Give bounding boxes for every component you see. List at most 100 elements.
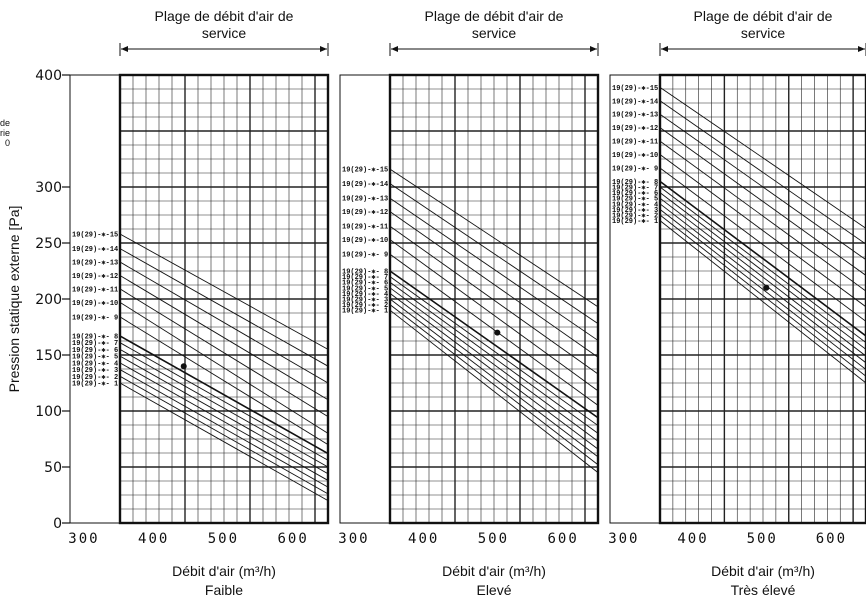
fan-curve [389, 293, 599, 450]
fan-curve [659, 127, 866, 276]
fan-curve-label: 19(29)-✱-15 [72, 232, 118, 240]
fan-mode-label: Elevé [476, 582, 511, 598]
y-tick-label: 100 [35, 404, 62, 420]
x-tick-label: 300 [68, 531, 99, 547]
fan-curve [119, 369, 329, 488]
fan-curve [119, 375, 329, 495]
fan-curve [389, 309, 599, 473]
fan-curve-label: 19(29)-✱-15 [342, 167, 388, 175]
fan-curve-label: 19(29)-✱-11 [342, 224, 388, 232]
x-tick-label: 300 [338, 531, 369, 547]
chart-panel-1: 19(29)-✱- 119(29)-✱- 219(29)-✱- 319(29)-… [68, 8, 330, 598]
fan-curve-label: 19(29)-✱-12 [72, 273, 118, 281]
fan-curve-label: 19(29)-✱- 9 [342, 252, 388, 260]
fan-curve [659, 100, 866, 245]
fan-curve-label: 19(29)-✱- 7 [342, 274, 388, 282]
fan-curve [389, 276, 599, 426]
fan-curve-label: 19(29)-✱- 4 [72, 360, 118, 368]
fan-curve-label: 19(29)-✱- 9 [72, 314, 118, 322]
fan-curve-label: 19(29)-✱- 4 [612, 201, 658, 209]
fan-curve [659, 86, 866, 229]
fan-curve-label: 19(29)-✱- 1 [342, 308, 388, 316]
fan-curve-label: 19(29)-✱- 1 [72, 381, 118, 389]
fan-curve-label: 19(29)-✱-11 [72, 286, 118, 294]
y-tick-label: 250 [35, 236, 62, 252]
x-tick-label: 400 [138, 531, 169, 547]
fan-curve-label: 19(29)-✱- 8 [72, 333, 118, 341]
fan-curve-label: 19(29)-✱-12 [342, 209, 388, 217]
fan-curve [119, 355, 329, 475]
fan-curve-label: 19(29)-✱- 5 [612, 196, 658, 204]
fan-curve [389, 239, 599, 392]
fan-curve [659, 167, 866, 322]
y-axis-label: Pression statique externe [Pa] [6, 206, 22, 393]
fan-mode-label: Faible [205, 582, 243, 598]
y-tick-label: 150 [35, 348, 62, 364]
fan-curve [389, 211, 599, 358]
fan-curve-label: 19(29)-✱- 3 [612, 207, 658, 215]
operating-point [180, 363, 187, 370]
fan-curve [119, 342, 329, 461]
fan-curve-label: 19(29)-✱- 3 [72, 367, 118, 375]
fan-curve [119, 275, 329, 401]
fan-curve [389, 281, 599, 434]
x-tick-label: 500 [208, 531, 239, 547]
fan-curve-label: 19(29)-✱- 1 [612, 218, 658, 226]
fan-curve-label: 19(29)-✱-11 [612, 139, 658, 147]
fan-curve-label: 19(29)-✱-10 [72, 300, 118, 308]
panel-title-line2: service [202, 25, 247, 41]
fan-curve [119, 248, 329, 367]
fan-curve-label: 19(29)-✱-15 [612, 85, 658, 93]
range-arrow-head-right [320, 46, 327, 52]
fan-curve-label: 19(29)-✱-13 [72, 260, 118, 268]
y-tick-label: 0 [53, 516, 62, 532]
fan-curve-label: 19(29)-✱-13 [612, 112, 658, 120]
fan-curve [389, 183, 599, 325]
x-axis-label: Débit d'air (m³/h) [172, 563, 276, 579]
operating-point [763, 284, 770, 291]
fan-curve-label: 19(29)-✱- 7 [72, 340, 118, 348]
fan-curve [659, 192, 866, 350]
panel-title-line1: Plage de débit d'air de [155, 8, 294, 24]
fan-curve-label: 19(29)-✱- 7 [612, 185, 658, 193]
fan-curve-label: 19(29)-✱- 2 [72, 374, 118, 382]
fan-curve-label: 19(29)-✱- 8 [342, 269, 388, 277]
fan-curve [659, 154, 866, 308]
fan-curve-label: 19(29)-✱-10 [612, 152, 658, 160]
x-tick-label: 500 [747, 531, 778, 547]
x-tick-label: 600 [547, 531, 578, 547]
side-note-line: 0 [5, 138, 10, 148]
fan-curve [659, 203, 866, 364]
fan-mode-label: Très élevé [731, 582, 796, 598]
fan-curve [119, 261, 329, 384]
y-tick-label: 300 [35, 180, 62, 196]
fan-curve [659, 186, 866, 344]
fan-curve [119, 382, 329, 501]
fan-curve-label: 19(29)-✱- 2 [612, 213, 658, 221]
fan-curve [659, 214, 866, 377]
fan-curve [389, 287, 599, 442]
y-tick-label: 200 [35, 292, 62, 308]
fan-curve-label: 19(29)-✱-13 [342, 196, 388, 204]
x-tick-label: 300 [608, 531, 639, 547]
range-arrow-head-right [858, 46, 865, 52]
fan-curve-label: 19(29)-✱- 8 [612, 179, 658, 187]
fan-curve-label: 19(29)-✱-10 [342, 237, 388, 245]
fan-curve-label: 19(29)-✱- 6 [72, 347, 118, 355]
fan-curve-label: 19(29)-✱-12 [612, 125, 658, 133]
fan-curve [389, 225, 599, 375]
fan-curve-label: 19(29)-✱- 9 [612, 165, 658, 173]
fan-curve-label: 19(29)-✱-14 [612, 98, 658, 106]
range-arrow-head-right [590, 46, 597, 52]
x-tick-label: 400 [677, 531, 708, 547]
fan-curve-label: 19(29)-✱-14 [342, 181, 388, 189]
fan-curve [389, 253, 599, 406]
y-tick-label: 400 [35, 68, 62, 84]
fan-curve-label: 19(29)-✱- 5 [72, 354, 118, 362]
fan-curve [659, 113, 866, 261]
chart-panel-3: 19(29)-✱- 119(29)-✱- 219(29)-✱- 319(29)-… [608, 8, 866, 598]
fan-curve [119, 233, 329, 350]
fan-curve [119, 349, 329, 468]
